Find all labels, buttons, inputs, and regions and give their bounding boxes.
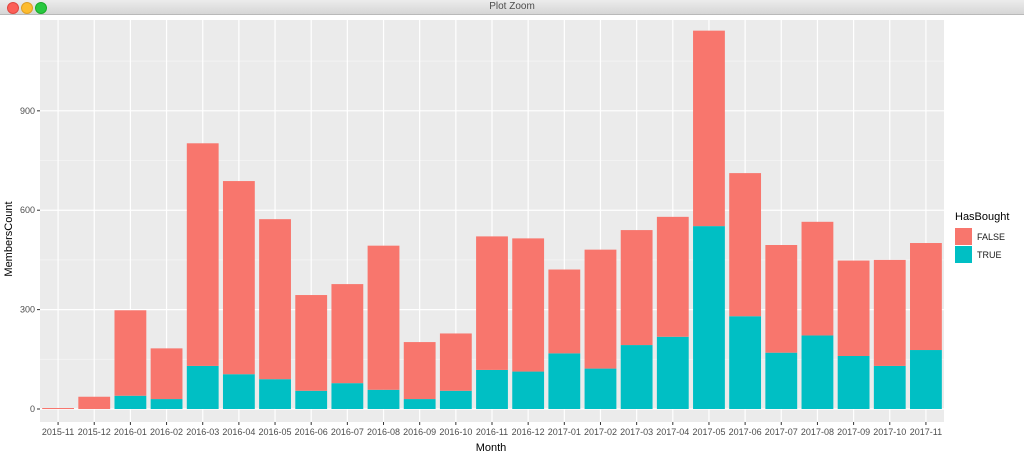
- bar-false-2016-02: [150, 348, 183, 400]
- x-tick-label: 2016-02: [150, 427, 183, 437]
- x-tick-label: 2016-01: [114, 427, 147, 437]
- bar-false-2016-01: [114, 310, 147, 396]
- bar-true-2017-09: [837, 355, 870, 409]
- x-tick-label: 2017-03: [620, 427, 653, 437]
- x-tick-label: 2016-03: [186, 427, 219, 437]
- bar-true-2017-05: [693, 226, 725, 409]
- x-tick-label: 2016-06: [295, 427, 328, 437]
- bar-true-2016-10: [439, 390, 472, 409]
- x-tick-label: 2015-11: [42, 427, 74, 437]
- x-tick-label: 2017-02: [584, 427, 617, 437]
- y-tick-label: 0: [30, 404, 35, 414]
- bar-true-2017-06: [729, 316, 762, 409]
- legend-title: HasBought: [955, 211, 1010, 223]
- window-title: Plot Zoom: [489, 1, 535, 12]
- bar-true-2016-12: [512, 371, 545, 409]
- bar-true-2017-03: [620, 345, 653, 409]
- y-tick-label: 300: [20, 305, 35, 315]
- bar-false-2016-03: [186, 143, 219, 366]
- bar-false-2017-04: [656, 216, 689, 337]
- bar-true-2016-08: [367, 389, 400, 409]
- bar-false-2016-09: [403, 342, 436, 400]
- x-tick-label: 2017-11: [910, 427, 942, 437]
- x-tick-label: 2016-09: [403, 427, 436, 437]
- bar-false-2016-06: [295, 295, 328, 391]
- legend-item-false: FALSE: [955, 228, 1021, 245]
- x-tick-label: 2017-05: [692, 427, 725, 437]
- bar-true-2016-03: [186, 365, 219, 409]
- y-tick-label: 600: [20, 205, 35, 215]
- bar-false-2016-07: [331, 284, 364, 384]
- bar-false-2016-10: [439, 333, 472, 391]
- bar-true-2016-01: [114, 395, 147, 409]
- x-tick-label: 2016-11: [476, 427, 508, 437]
- y-tick-label: 900: [20, 106, 35, 116]
- legend-item-true: TRUE: [955, 246, 1021, 263]
- x-tick-label: 2017-10: [873, 427, 906, 437]
- x-tick-label: 2016-05: [259, 427, 292, 437]
- x-tick-label: 2017-08: [801, 427, 834, 437]
- x-tick-label: 2016-04: [222, 427, 255, 437]
- x-axis-label: Month: [476, 442, 507, 454]
- bar-false-2017-10: [873, 259, 906, 366]
- x-tick-label: 2016-10: [439, 427, 472, 437]
- bar-true-2016-02: [150, 399, 183, 409]
- legend-label-true: TRUE: [977, 249, 1002, 260]
- bar-true-2017-07: [765, 352, 798, 409]
- bar-false-2017-03: [620, 230, 653, 346]
- close-window-button[interactable]: [7, 2, 19, 14]
- y-axis-label: MembersCount: [3, 201, 15, 276]
- bar-false-2017-11: [910, 243, 942, 351]
- bar-false-2016-05: [259, 219, 291, 380]
- x-tick-label: 2017-07: [765, 427, 798, 437]
- bar-false-2017-02: [584, 249, 617, 369]
- bar-false-2015-11: [42, 408, 74, 410]
- legend-swatch-true: [955, 246, 972, 263]
- bar-false-2016-11: [476, 236, 508, 370]
- bar-false-2017-09: [837, 260, 870, 356]
- bar-true-2017-02: [584, 368, 617, 409]
- chart-legend: HasBought FALSE TRUE: [955, 211, 1021, 264]
- x-tick-label: 2017-09: [837, 427, 870, 437]
- bar-false-2017-06: [729, 173, 762, 317]
- chart-bars: [42, 30, 942, 410]
- legend-label-false: FALSE: [977, 231, 1006, 242]
- x-tick-label: 2016-07: [331, 427, 364, 437]
- title-bar: Plot Zoom: [0, 0, 1024, 15]
- x-tick-label: 2015-12: [78, 427, 111, 437]
- bar-true-2016-09: [403, 399, 436, 409]
- x-tick-label: 2017-06: [729, 427, 762, 437]
- bar-true-2016-05: [259, 379, 291, 409]
- minimize-window-button[interactable]: [21, 2, 33, 14]
- x-tick-label: 2017-01: [548, 427, 581, 437]
- bar-true-2016-11: [476, 369, 508, 409]
- bar-true-2017-04: [656, 336, 689, 409]
- plot-area: 0 300 600 900 2015-11 2015-12 2016-01 2016-02 2…: [0, 15, 1024, 455]
- legend-swatch-false: [955, 228, 972, 245]
- bar-false-2017-05: [693, 30, 725, 227]
- bar-false-2017-08: [801, 221, 834, 336]
- bar-false-2015-12: [78, 396, 111, 409]
- bar-false-2016-04: [222, 181, 255, 375]
- bar-true-2016-04: [222, 374, 255, 409]
- bar-true-2017-01: [548, 353, 581, 409]
- bar-false-2017-07: [765, 245, 798, 353]
- bar-false-2016-08: [367, 245, 400, 390]
- bar-false-2016-12: [512, 238, 545, 372]
- bar-true-2017-08: [801, 335, 834, 409]
- x-tick-label: 2017-04: [656, 427, 689, 437]
- bar-false-2017-01: [548, 269, 581, 354]
- y-axis: 0 300 600 900: [20, 106, 40, 414]
- bar-true-2017-10: [873, 365, 906, 409]
- x-tick-label: 2016-08: [367, 427, 400, 437]
- x-tick-label: 2016-12: [512, 427, 545, 437]
- zoom-window-button[interactable]: [35, 2, 47, 14]
- bar-true-2016-07: [331, 383, 364, 409]
- bar-true-2017-11: [910, 350, 942, 409]
- x-axis: 2015-11 2015-12 2016-01 2016-02 2016-03 2016-…: [42, 422, 942, 437]
- bar-true-2016-06: [295, 390, 328, 409]
